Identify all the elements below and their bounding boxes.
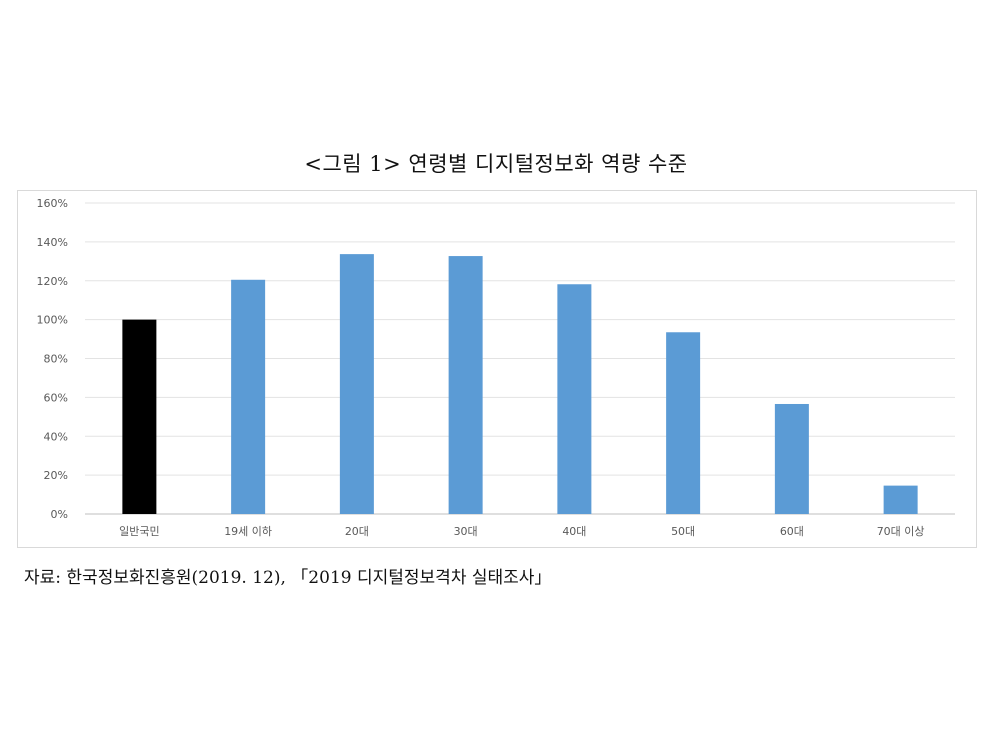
y-axis: 0% 20% 40% 60% 80% 100% 120% 140% 160% <box>37 197 68 521</box>
y-tick-label: 60% <box>44 391 68 404</box>
x-tick-label: 일반국민 <box>119 524 159 538</box>
bar <box>883 485 918 514</box>
x-tick-label: 20대 <box>345 525 369 538</box>
source-note: 자료: 한국정보화진흥원(2019. 12), 「2019 디지털정보격차 실태… <box>24 568 552 588</box>
y-tick-label: 120% <box>37 275 68 288</box>
y-tick-label: 100% <box>37 314 68 327</box>
bar <box>231 279 266 514</box>
bar <box>557 284 592 514</box>
chart-area <box>17 190 977 548</box>
x-tick-label: 40대 <box>562 525 586 538</box>
x-axis: 일반국민 19세 이하 20대 30대 40대 50대 60대 70대 이상 <box>119 524 924 538</box>
gridlines <box>85 202 955 515</box>
y-tick-label: 40% <box>44 430 68 443</box>
y-tick-label: 20% <box>44 469 68 482</box>
x-tick-label: 60대 <box>780 525 804 538</box>
bar <box>339 254 374 515</box>
x-tick-label: 30대 <box>454 525 478 538</box>
bars <box>122 254 918 515</box>
x-tick-label: 50대 <box>671 525 695 538</box>
bar <box>448 256 483 514</box>
y-tick-label: 0% <box>51 508 68 521</box>
y-tick-label: 80% <box>44 353 68 366</box>
x-tick-label: 70대 이상 <box>877 525 925 538</box>
bar <box>122 319 157 514</box>
bar <box>666 332 701 514</box>
chart-title: <그림 1> 연령별 디지털정보화 역량 수준 <box>304 152 688 176</box>
bar <box>774 403 809 514</box>
y-tick-label: 160% <box>37 197 68 210</box>
x-tick-label: 19세 이하 <box>224 524 272 538</box>
y-tick-label: 140% <box>37 236 68 249</box>
bar-chart: 0% 20% 40% 60% 80% 100% 120% 140% 160% 일반국민 19세 이… <box>37 197 955 538</box>
